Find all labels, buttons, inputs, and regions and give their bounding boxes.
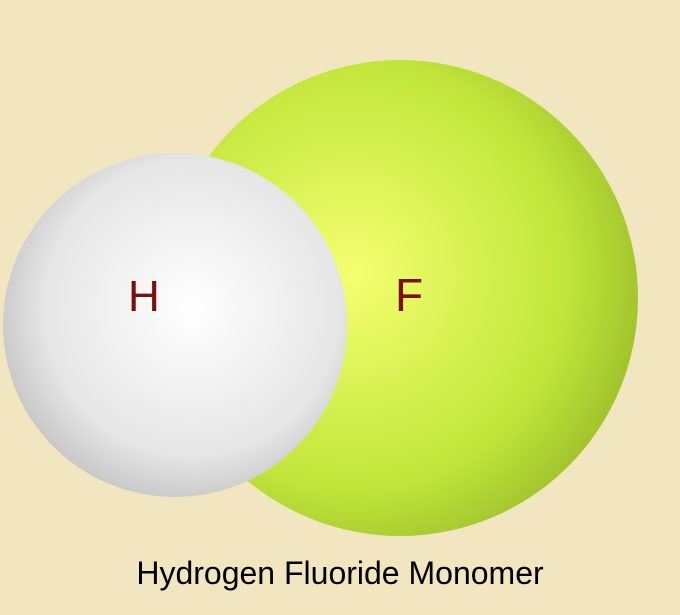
- atom-label-hydrogen: H: [128, 272, 160, 322]
- atom-hydrogen: [3, 153, 347, 497]
- diagram-canvas: Hydrogen Fluoride Monomer F H: [0, 0, 680, 615]
- caption: Hydrogen Fluoride Monomer: [0, 555, 680, 592]
- atom-label-fluorine: F: [395, 268, 423, 322]
